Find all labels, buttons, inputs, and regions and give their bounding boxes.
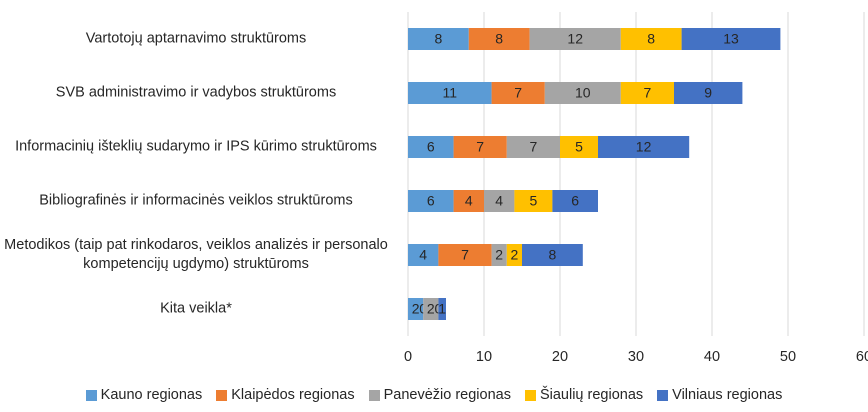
data-label: 6 bbox=[427, 193, 435, 209]
bar-segment bbox=[620, 82, 674, 104]
bar-segment bbox=[598, 136, 690, 158]
bar-segment bbox=[438, 244, 492, 266]
x-tick-label: 50 bbox=[780, 349, 796, 365]
data-label: 8 bbox=[549, 247, 557, 263]
data-label: 8 bbox=[647, 31, 655, 47]
data-label: 10 bbox=[575, 85, 591, 101]
data-label: 2 bbox=[427, 301, 435, 317]
bar-segment bbox=[468, 28, 530, 50]
x-tick-label: 10 bbox=[476, 349, 492, 365]
data-label: 7 bbox=[476, 139, 484, 155]
x-tick-label: 40 bbox=[704, 349, 720, 365]
legend: Kauno regionas Klaipėdos regionas Panevėži… bbox=[0, 387, 868, 403]
bar-segment bbox=[484, 190, 515, 212]
bar-segment bbox=[408, 244, 439, 266]
data-label: 12 bbox=[567, 31, 583, 47]
data-label: 4 bbox=[465, 193, 473, 209]
data-label: 4 bbox=[419, 247, 427, 263]
bar-segment bbox=[560, 136, 598, 158]
data-label: 7 bbox=[644, 85, 652, 101]
bar-segment bbox=[408, 298, 424, 320]
x-tick-label: 30 bbox=[628, 349, 644, 365]
data-label: 11 bbox=[443, 85, 458, 101]
bar-segment bbox=[453, 190, 484, 212]
data-label: 5 bbox=[575, 139, 583, 155]
bar-segment bbox=[529, 28, 621, 50]
data-label: 6 bbox=[427, 139, 435, 155]
legend-swatch bbox=[524, 389, 536, 401]
x-tick-label: 0 bbox=[404, 349, 412, 365]
legend-item: Vilniaus regionas bbox=[657, 387, 782, 403]
legend-label: Panevėžio regionas bbox=[383, 387, 511, 403]
legend-item: Šiaulių regionas bbox=[524, 387, 644, 403]
x-tick-label: 20 bbox=[552, 349, 568, 365]
legend-label: Kauno regionas bbox=[100, 387, 203, 403]
bar-segment bbox=[681, 28, 781, 50]
legend-swatch bbox=[85, 389, 97, 401]
legend-item: Panevėžio regionas bbox=[368, 387, 511, 403]
bar-segment bbox=[506, 136, 560, 158]
bar-segment bbox=[408, 136, 454, 158]
data-label: 2 bbox=[511, 247, 519, 263]
data-label: 7 bbox=[514, 85, 522, 101]
data-label: 2 bbox=[412, 301, 420, 317]
legend-label: Klaipėdos regionas bbox=[231, 387, 355, 403]
data-label: 8 bbox=[435, 31, 443, 47]
data-label: 7 bbox=[530, 139, 538, 155]
bar-segment bbox=[453, 136, 507, 158]
data-label: 4 bbox=[495, 193, 503, 209]
category-label: Vartotojų aptarnavimo struktūroms bbox=[85, 30, 307, 47]
bar-segment bbox=[506, 244, 522, 266]
bar-segment bbox=[620, 28, 682, 50]
bar-segment bbox=[408, 28, 469, 50]
x-tick-label: 60 bbox=[856, 349, 868, 365]
legend-swatch bbox=[368, 389, 380, 401]
bar-segment bbox=[522, 244, 583, 266]
data-label: 5 bbox=[530, 193, 538, 209]
bar-segment bbox=[408, 190, 454, 212]
data-label: 7 bbox=[461, 247, 469, 263]
bar-segment bbox=[491, 82, 545, 104]
bar-segment bbox=[438, 298, 446, 320]
bar-segment bbox=[544, 82, 621, 104]
category-label: Informacinių išteklių sudarymo ir IPS kū… bbox=[15, 138, 377, 155]
legend-label: Šiaulių regionas bbox=[539, 387, 644, 403]
data-label: 6 bbox=[571, 193, 579, 209]
legend-swatch bbox=[216, 389, 228, 401]
data-label: 1 bbox=[438, 301, 446, 317]
bar-segment bbox=[674, 82, 743, 104]
category-label: Kita veikla* bbox=[160, 300, 232, 317]
bar-segment bbox=[514, 190, 553, 212]
data-label: 9 bbox=[704, 85, 712, 101]
data-label: 8 bbox=[495, 31, 503, 47]
legend-swatch bbox=[657, 389, 669, 401]
legend-item: Kauno regionas bbox=[85, 387, 203, 403]
bar-segment bbox=[552, 190, 598, 212]
legend-label: Vilniaus regionas bbox=[672, 387, 783, 403]
bar-segment bbox=[423, 298, 439, 320]
bar-segment bbox=[491, 244, 507, 266]
category-label: Metodikos (taip pat rinkodaros, veiklos … bbox=[4, 237, 388, 272]
data-label: 2 bbox=[495, 247, 503, 263]
category-label: SVB administravimo ir vadybos struktūrom… bbox=[55, 84, 337, 101]
bar-segment bbox=[408, 82, 492, 104]
data-label: 13 bbox=[723, 31, 739, 47]
data-label: 12 bbox=[636, 139, 652, 155]
category-label: Bibliografinės ir informacinės veiklos s… bbox=[39, 192, 353, 209]
legend-item: Klaipėdos regionas bbox=[216, 387, 355, 403]
